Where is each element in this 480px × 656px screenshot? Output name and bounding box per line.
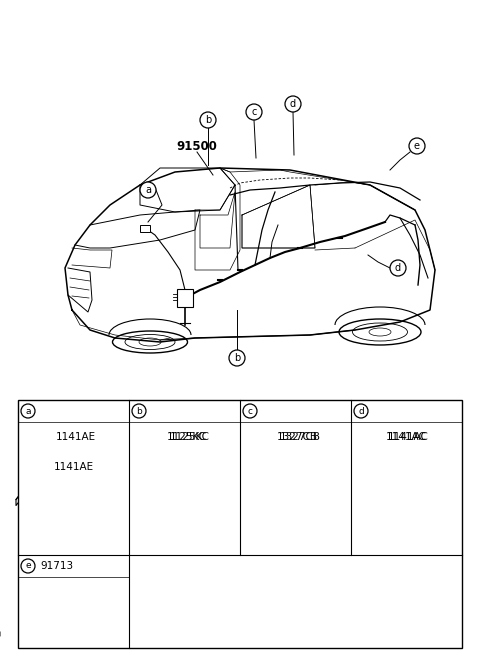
Text: 91500: 91500	[177, 140, 217, 154]
Text: d: d	[395, 263, 401, 273]
Text: 1125KC: 1125KC	[169, 432, 209, 442]
Text: e: e	[25, 562, 31, 571]
Text: 1327CB: 1327CB	[277, 432, 318, 442]
Text: 1327CB: 1327CB	[280, 432, 321, 442]
Circle shape	[69, 505, 72, 508]
Text: a: a	[25, 407, 31, 415]
Circle shape	[354, 404, 368, 418]
Bar	[177, 289, 193, 307]
Text: 1141AE: 1141AE	[56, 432, 96, 442]
Text: e: e	[414, 141, 420, 151]
Text: c: c	[248, 407, 252, 415]
Circle shape	[132, 404, 146, 418]
Circle shape	[200, 112, 216, 128]
Text: d: d	[358, 407, 364, 415]
Circle shape	[390, 260, 406, 276]
Text: 1141AC: 1141AC	[388, 432, 429, 442]
Text: d: d	[290, 99, 296, 109]
Text: c: c	[252, 107, 257, 117]
Text: b: b	[136, 407, 142, 415]
Circle shape	[140, 182, 156, 198]
Circle shape	[285, 96, 301, 112]
Text: 1125KC: 1125KC	[167, 432, 207, 442]
Circle shape	[246, 104, 262, 120]
Text: a: a	[145, 185, 151, 195]
Text: b: b	[234, 353, 240, 363]
Text: 1141AE: 1141AE	[53, 462, 94, 472]
Text: 1141AC: 1141AC	[386, 432, 427, 442]
Text: b: b	[205, 115, 211, 125]
Circle shape	[21, 559, 35, 573]
Bar	[140, 225, 150, 232]
Circle shape	[243, 404, 257, 418]
Bar	[396, 480, 403, 487]
Bar	[18, 400, 462, 648]
Text: 91713: 91713	[40, 561, 73, 571]
Circle shape	[21, 404, 35, 418]
Circle shape	[409, 138, 425, 154]
Circle shape	[229, 350, 245, 366]
